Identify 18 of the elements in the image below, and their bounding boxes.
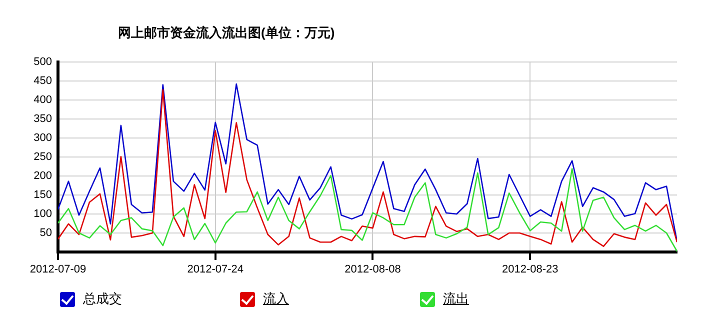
chart-title: 网上邮市资金流入流出图(单位：万元) xyxy=(118,24,335,42)
y-tick-label: 350 xyxy=(34,113,52,126)
x-tick-label: 2012-08-08 xyxy=(344,264,401,276)
y-tick-label: 400 xyxy=(34,94,52,106)
y-tick-label: 50 xyxy=(40,227,52,240)
y-tick-label: 500 xyxy=(34,56,52,68)
y-tick-label: 250 xyxy=(34,151,52,164)
y-tick-label: 150 xyxy=(34,189,52,202)
legend-label: 流入 xyxy=(263,290,289,308)
y-tick-label: 450 xyxy=(34,75,52,88)
y-tick-label: 100 xyxy=(34,208,52,220)
legend-label: 流出 xyxy=(443,290,469,308)
y-tick-label: 200 xyxy=(34,170,52,182)
x-tick-label: 2012-08-23 xyxy=(502,264,558,276)
y-tick-label: 300 xyxy=(34,132,52,144)
x-tick-label: 2012-07-24 xyxy=(187,264,244,276)
legend-label: 总成交 xyxy=(83,290,122,308)
x-tick-label: 2012-07-09 xyxy=(30,264,86,276)
